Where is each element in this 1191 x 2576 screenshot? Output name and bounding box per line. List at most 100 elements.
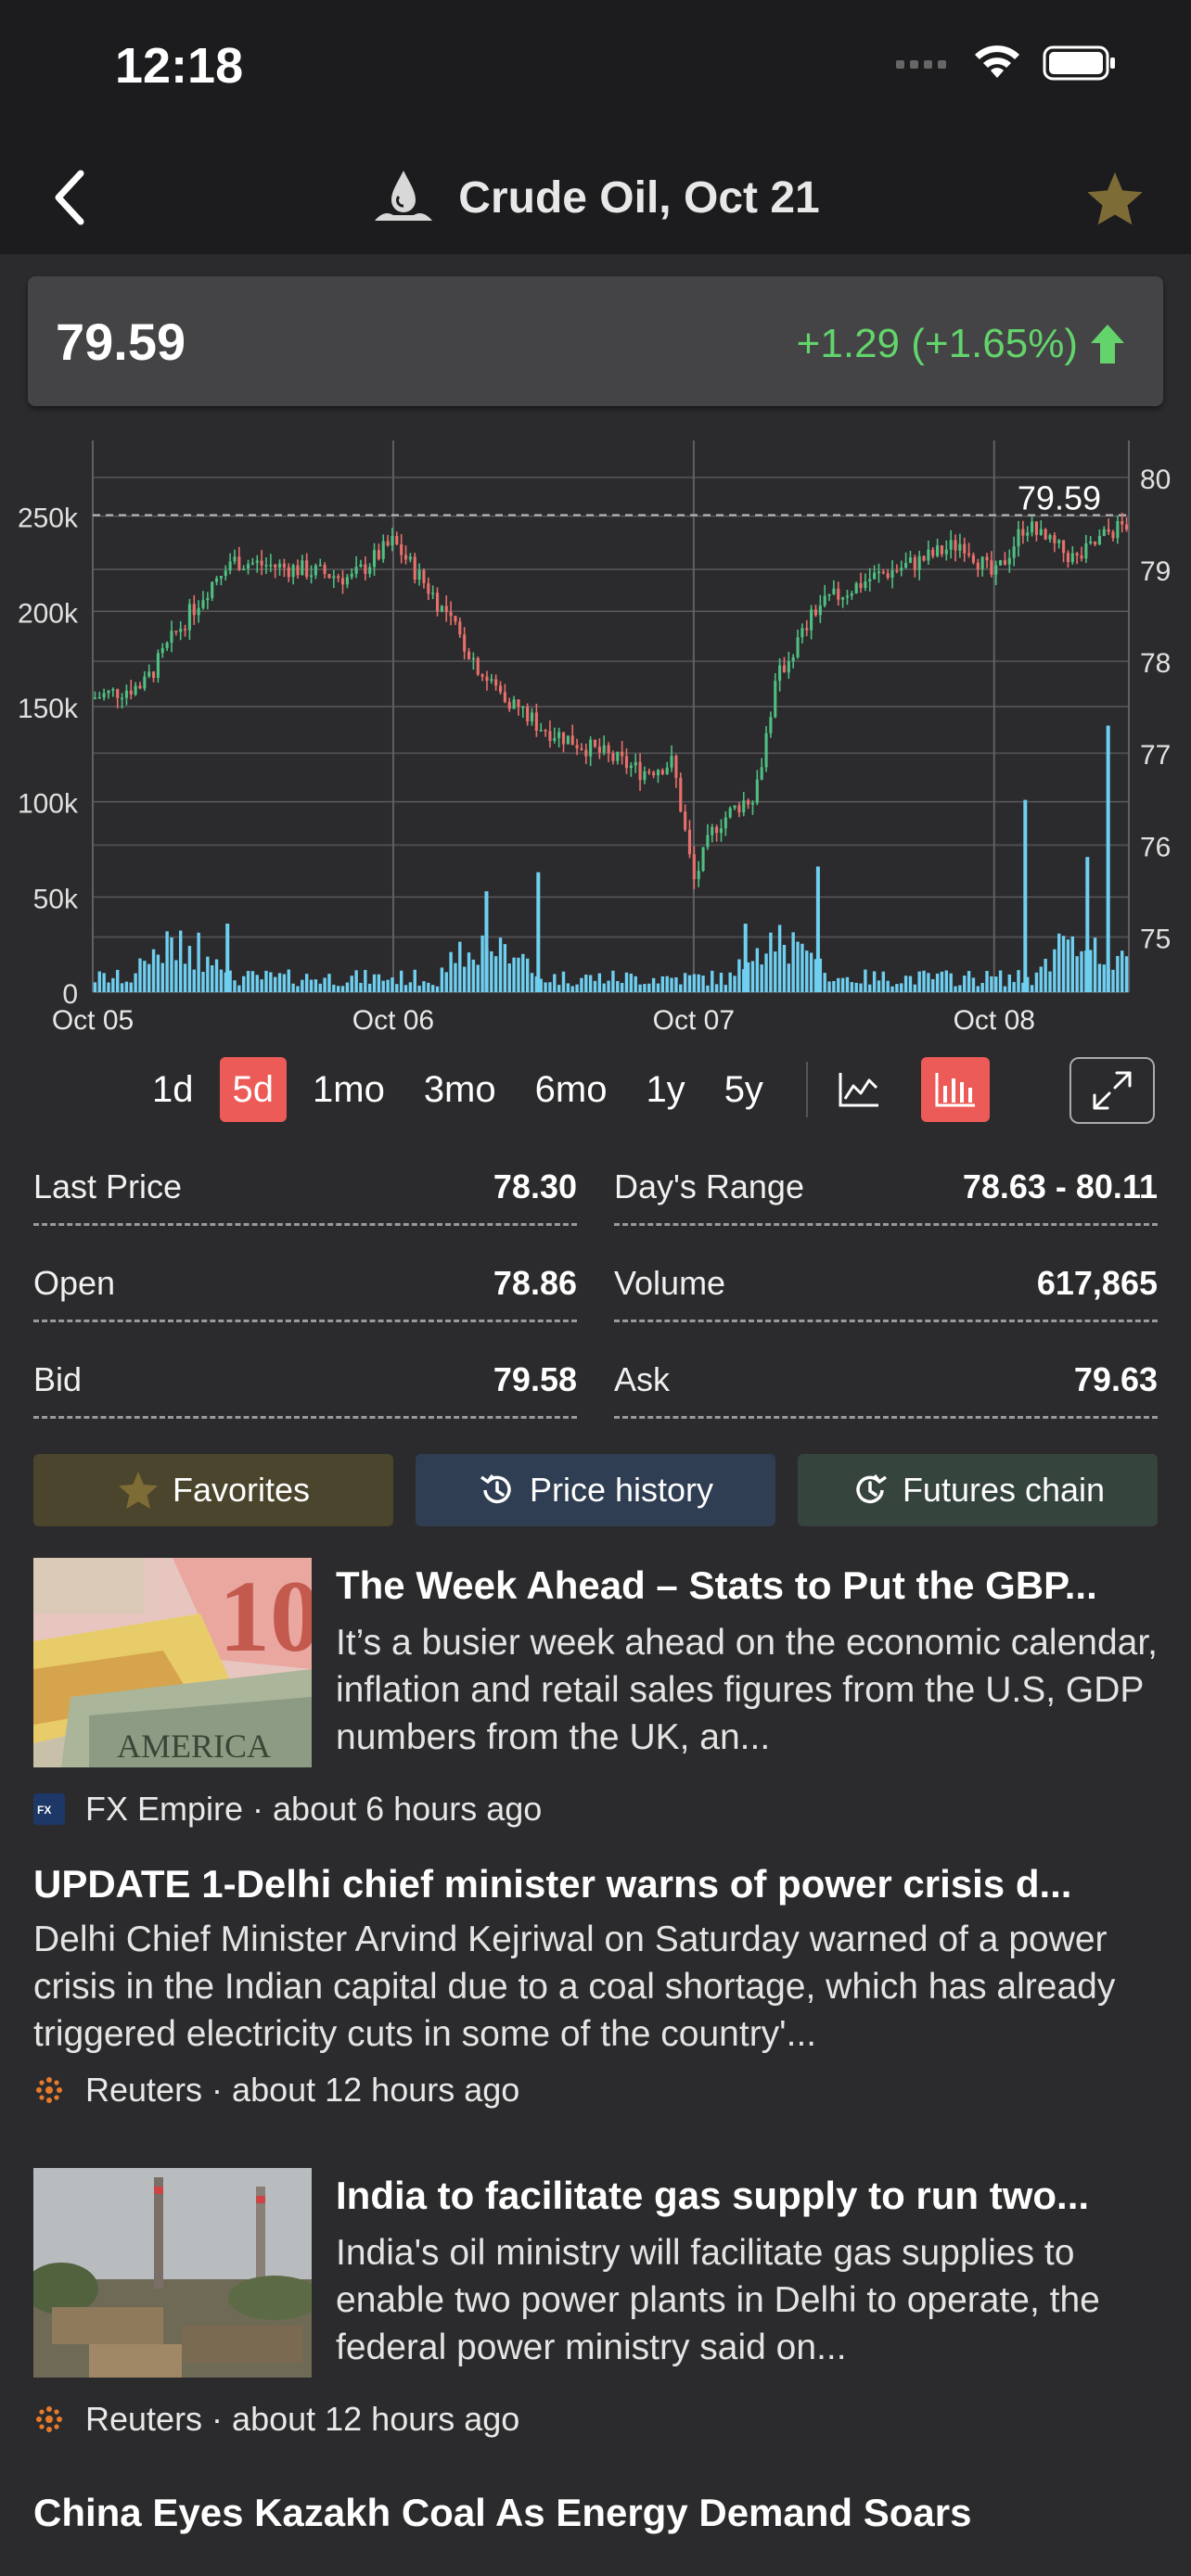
- candle-body: [503, 692, 506, 703]
- volume-bar: [471, 959, 476, 992]
- volume-bar: [413, 969, 416, 992]
- candle-body: [490, 679, 493, 682]
- candle-body: [309, 575, 314, 578]
- volume-bar: [512, 957, 516, 992]
- volume-bar: [282, 974, 287, 992]
- volume-bar: [507, 963, 511, 992]
- last-price-label: 79.59: [1018, 478, 1101, 516]
- volume-bar: [746, 962, 750, 992]
- volume-bar: [872, 971, 877, 992]
- range-3mo-button[interactable]: 3mo: [423, 1068, 496, 1110]
- volume-bar: [498, 937, 503, 992]
- candle-body: [1034, 521, 1038, 535]
- range-1d-button[interactable]: 1d: [152, 1068, 194, 1110]
- price-tick-label: 78: [1140, 648, 1171, 679]
- volume-bar: [597, 973, 602, 992]
- news-text: The Week Ahead – Stats to Put the GBP...…: [336, 1558, 1158, 1761]
- news-item[interactable]: India to facilitate gas supply to run tw…: [33, 2168, 1158, 2483]
- favorite-star-button[interactable]: [1076, 159, 1154, 237]
- candle-body: [922, 555, 926, 561]
- candle-body: [458, 621, 462, 635]
- price-history-button[interactable]: Price history: [416, 1454, 775, 1526]
- candle-body: [864, 580, 867, 589]
- range-5d-button[interactable]: 5d: [219, 1057, 287, 1122]
- range-1y-button[interactable]: 1y: [646, 1068, 685, 1110]
- range-5y-button[interactable]: 5y: [724, 1068, 763, 1110]
- volume-bar: [548, 982, 552, 992]
- stat-days-range: Day's Range 78.63 - 80.11: [614, 1150, 1158, 1226]
- volume-bar: [1034, 972, 1039, 992]
- favorites-button[interactable]: Favorites: [33, 1454, 393, 1526]
- futures-chain-button[interactable]: Futures chain: [798, 1454, 1158, 1526]
- candle-body: [417, 569, 421, 580]
- news-title: China Eyes Kazakh Coal As Energy Demand …: [33, 2491, 972, 2534]
- title-group: Crude Oil, Oct 21: [0, 167, 1191, 228]
- candle-body: [354, 567, 358, 574]
- stat-bid: Bid 79.58: [33, 1343, 577, 1419]
- candle-body: [900, 567, 903, 571]
- volume-bar: [391, 977, 394, 992]
- candle-body: [170, 631, 173, 644]
- candle-body: [1116, 521, 1120, 539]
- candle-body: [841, 597, 845, 600]
- fullscreen-button[interactable]: [1069, 1057, 1155, 1124]
- news-item[interactable]: 10 AMERICA The Week Ahead – Stats to Put…: [33, 1558, 1158, 1855]
- volume-bar: [93, 982, 97, 992]
- candle-body: [1021, 529, 1025, 536]
- candle-body: [575, 745, 579, 748]
- range-6mo-button[interactable]: 6mo: [534, 1068, 608, 1110]
- volume-bar: [179, 930, 183, 992]
- volume-bar: [845, 976, 850, 992]
- candle-body: [877, 571, 881, 574]
- candle-body: [985, 556, 989, 561]
- volume-bar: [805, 950, 809, 992]
- volume-bar: [1012, 982, 1016, 992]
- candle-body: [687, 829, 692, 855]
- volume-bar: [440, 967, 444, 992]
- candle-body: [570, 735, 574, 746]
- back-button[interactable]: [28, 156, 111, 239]
- candle-body: [291, 565, 295, 578]
- volume-bar: [1116, 955, 1120, 992]
- x-tick-label: Oct 06: [352, 1005, 434, 1036]
- candle-body: [250, 562, 254, 565]
- volume-bar: [493, 956, 498, 992]
- volume-bar: [359, 982, 363, 992]
- volume-bar: [160, 963, 164, 992]
- candle-body: [854, 583, 858, 594]
- volume-bar: [372, 974, 377, 992]
- candle-body: [197, 607, 200, 616]
- volume-bar: [998, 970, 1003, 992]
- volume-bar: [570, 986, 574, 992]
- range-1mo-button[interactable]: 1mo: [313, 1068, 385, 1110]
- volume-bar: [611, 970, 615, 992]
- candle-body: [184, 629, 187, 631]
- volume-bar: [818, 958, 823, 992]
- volume-bar: [728, 972, 732, 992]
- candle-body: [634, 761, 637, 766]
- power-plant-thumbnail: [33, 2168, 312, 2378]
- volume-bar: [1039, 966, 1043, 992]
- volume-bar: [629, 973, 634, 992]
- star-icon: [1087, 172, 1143, 225]
- volume-bar: [165, 931, 169, 992]
- bar-chart-button[interactable]: [920, 1057, 990, 1122]
- volume-bar: [881, 971, 886, 992]
- news-item[interactable]: UPDATE 1-Delhi chief minister warns of p…: [33, 1855, 1158, 2168]
- volume-bar: [386, 979, 390, 992]
- candle-body: [395, 535, 399, 544]
- candle-body: [381, 541, 385, 559]
- stat-label: Ask: [614, 1359, 671, 1398]
- candle-body: [274, 564, 277, 567]
- svg-text:FX: FX: [37, 1804, 51, 1817]
- price-chart[interactable]: 75 76 77 78 79 80 0 50k 100k 150k 200k 250k Oct 05 Oc…: [0, 436, 1191, 1039]
- candle-body: [624, 756, 629, 769]
- line-chart-button[interactable]: [825, 1057, 893, 1122]
- price-history-label: Price history: [529, 1471, 714, 1509]
- news-item[interactable]: China Eyes Kazakh Coal As Energy Demand …: [33, 2483, 1158, 2543]
- volume-bar: [430, 985, 435, 992]
- candle-body: [1057, 540, 1061, 543]
- candle-body: [165, 643, 169, 648]
- stat-open: Open 78.86: [33, 1246, 577, 1322]
- candle-body: [940, 545, 944, 555]
